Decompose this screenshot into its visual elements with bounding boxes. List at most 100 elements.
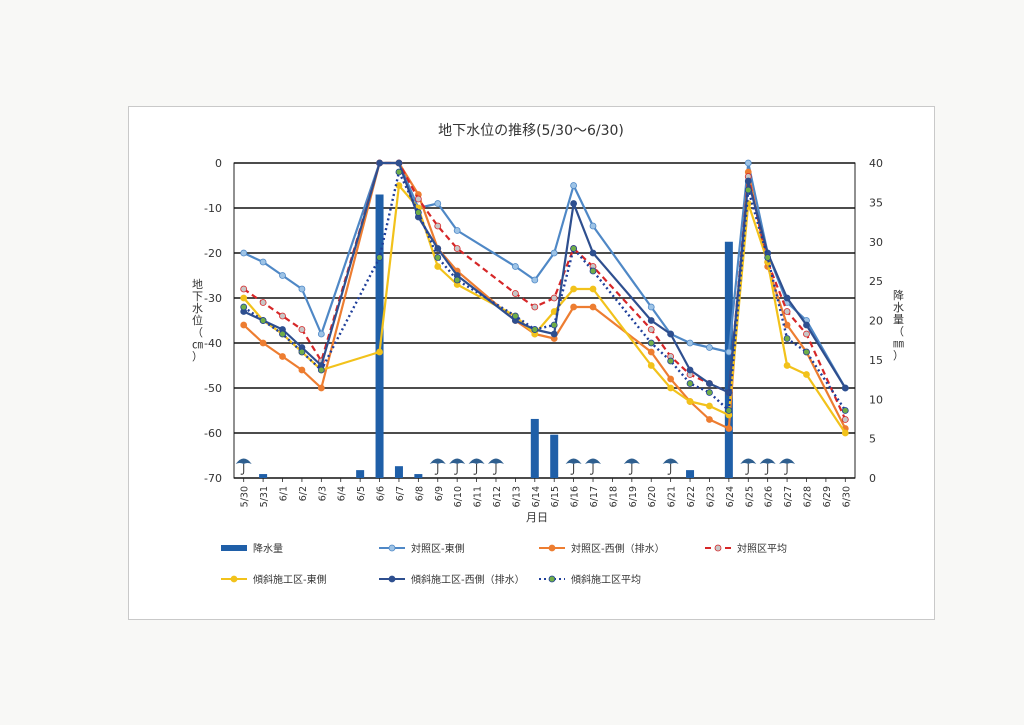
series-point xyxy=(376,254,383,261)
y-axis-label-left: 地下水位（㎝） xyxy=(192,278,203,363)
umbrella-icon xyxy=(779,458,796,475)
y-tick-label-right: 10 xyxy=(869,393,883,406)
series-point xyxy=(434,254,442,261)
rain-bar xyxy=(686,470,695,478)
series-point xyxy=(803,348,810,356)
series-point xyxy=(259,317,267,324)
series-point xyxy=(706,344,713,351)
x-tick-label: 6/4 xyxy=(337,486,348,501)
series-point xyxy=(317,330,325,338)
umbrella-icon xyxy=(487,458,504,475)
series-point xyxy=(706,380,713,387)
x-tick-label: 6/22 xyxy=(686,486,697,507)
rain-bar xyxy=(259,474,268,478)
y-tick-label-right: 20 xyxy=(869,315,883,328)
x-tick-label: 6/8 xyxy=(414,486,425,501)
legend-swatch-marker xyxy=(714,544,722,552)
series-point xyxy=(570,200,578,207)
x-tick-label: 6/7 xyxy=(395,486,406,501)
series-point xyxy=(550,294,558,302)
legend-swatch-marker xyxy=(388,544,396,552)
series-point xyxy=(511,263,519,270)
series-point xyxy=(279,272,286,279)
series-point xyxy=(706,402,713,410)
legend-label: 降水量 xyxy=(253,542,283,555)
series-point xyxy=(453,245,461,252)
x-tick-label: 6/19 xyxy=(628,486,639,507)
legend-label: 傾斜施工区-東側 xyxy=(253,573,327,586)
series-傾斜施工区-西側（排水） xyxy=(240,159,849,396)
series-point xyxy=(589,303,597,311)
series-point xyxy=(570,285,578,293)
legend-item: 対照区-西側（排水） xyxy=(539,542,665,555)
series-point xyxy=(279,353,286,360)
series-point xyxy=(744,177,752,185)
umbrella-canopy xyxy=(429,458,446,464)
y-tick-label-right: 35 xyxy=(869,196,883,209)
series-point xyxy=(803,371,810,378)
series-point xyxy=(783,335,791,342)
x-tick-label: 6/9 xyxy=(434,486,445,501)
umbrella-canopy xyxy=(740,458,757,464)
series-point xyxy=(453,276,461,284)
series-point xyxy=(279,330,286,338)
series-point xyxy=(686,339,694,347)
x-tick-label: 6/26 xyxy=(764,486,775,507)
legend-item: 対照区-東側 xyxy=(379,542,465,555)
x-tick-label: 6/23 xyxy=(705,486,716,507)
x-tick-label: 6/3 xyxy=(317,486,328,501)
series-point xyxy=(647,348,655,356)
series-point xyxy=(686,380,694,387)
rain-bar xyxy=(356,470,365,478)
series-point xyxy=(395,168,403,176)
umbrella-handle xyxy=(473,464,478,475)
legend-swatch-marker xyxy=(388,575,396,583)
series-point xyxy=(376,348,383,356)
series-point xyxy=(550,249,558,257)
y-tick-label-left: -30 xyxy=(204,292,222,305)
umbrella-canopy xyxy=(468,458,485,464)
series-point xyxy=(667,357,675,365)
series-point xyxy=(686,398,694,405)
legend-swatch-marker xyxy=(230,575,238,583)
series-point xyxy=(453,227,461,234)
umbrella-handle xyxy=(589,464,594,475)
umbrella-handle xyxy=(454,464,458,475)
umbrella-canopy xyxy=(487,458,504,464)
y-tick-label-left: 0 xyxy=(215,157,222,170)
series-point xyxy=(744,159,752,167)
series-point xyxy=(317,366,325,374)
legend-item: 傾斜施工区平均 xyxy=(539,573,641,586)
y-tick-label-left: -50 xyxy=(204,382,222,395)
y-tick-label-right: 5 xyxy=(869,433,876,446)
umbrella-handle xyxy=(667,464,672,475)
x-axis-label: 月日 xyxy=(526,511,548,524)
series-point xyxy=(589,285,597,293)
series-line xyxy=(243,161,847,389)
y-tick-label-right: 40 xyxy=(869,157,883,170)
umbrella-icon xyxy=(585,458,602,475)
umbrella-handle xyxy=(240,464,245,475)
x-tick-label: 6/5 xyxy=(356,486,367,501)
series-point xyxy=(667,375,675,383)
series-point xyxy=(647,303,655,311)
x-tick-label: 6/2 xyxy=(298,486,309,501)
series-point xyxy=(298,326,306,333)
series-point xyxy=(647,339,655,347)
y-tick-label-left: -40 xyxy=(204,337,222,350)
umbrella-icon xyxy=(565,458,582,475)
x-tick-label: 6/10 xyxy=(453,486,464,507)
series-point xyxy=(570,182,578,189)
series-point xyxy=(783,308,791,315)
legend-item: 降水量 xyxy=(221,542,283,555)
umbrella-icon xyxy=(468,458,485,475)
x-tick-label: 5/30 xyxy=(240,486,251,507)
series-point xyxy=(240,249,248,257)
y-tick-label-left: -10 xyxy=(204,202,222,215)
rain-bar xyxy=(375,194,384,478)
series-point xyxy=(647,326,655,333)
umbrella-icon xyxy=(449,458,466,475)
x-tick-label: 6/15 xyxy=(550,486,561,507)
legend-label: 傾斜施工区-西側（排水） xyxy=(411,573,525,586)
rain-bar xyxy=(530,418,539,478)
